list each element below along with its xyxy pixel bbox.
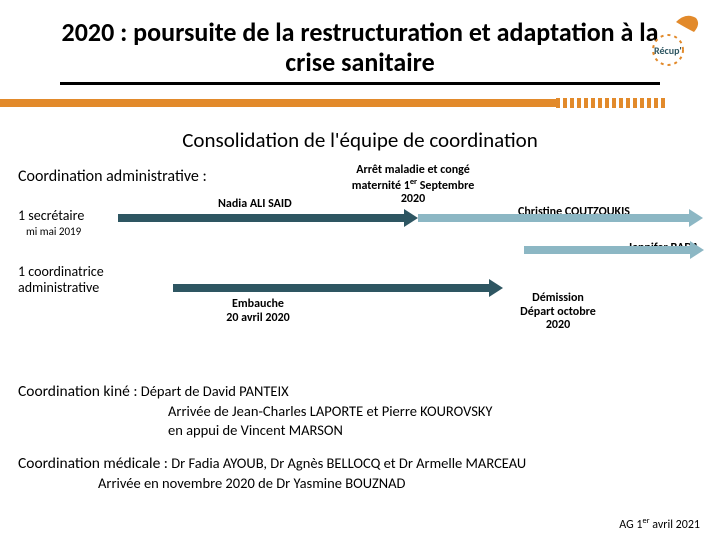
medicale-lead: Coordination médicale : [18, 454, 168, 473]
logo-icon: Récup' [646, 10, 706, 68]
accent-solid [0, 99, 556, 107]
accent-dots [556, 98, 665, 108]
row2-left-label: 1 coordinatrice administrative [18, 264, 148, 296]
svg-text:Récup': Récup' [654, 44, 682, 57]
subtitle: Consolidation de l'équipe de coordinatio… [0, 127, 720, 153]
title-underline [60, 82, 660, 85]
footer-date: AG 1er avril 2021 [619, 516, 700, 532]
row1-event: Arrêt maladie et congé maternité 1er Sep… [348, 164, 478, 207]
arrow-coutzoukis [418, 214, 703, 222]
medicale-line-1: Dr Fadia AYOUB, Dr Agnès BELLOCQ et Dr A… [171, 454, 526, 472]
medicale-line-2: Arrivée en novembre 2020 de Dr Yasmine B… [98, 474, 405, 492]
arrow-secretaire [118, 214, 418, 222]
arrow-bada [524, 246, 704, 254]
row1-left-label: 1 secrétaire [18, 208, 84, 224]
row2-hire: Embauche20 avril 2020 [208, 298, 308, 326]
row1-name: Nadia ALI SAID [218, 198, 292, 212]
kine-section: Coordination kiné : Départ de David PANT… [18, 382, 702, 440]
page-title: 2020 : poursuite de la restructuration e… [60, 18, 660, 78]
timeline: 1 secrétaire mi mai 2019 Nadia ALI SAID … [18, 186, 702, 376]
kine-line-0: Départ de David PANTEIX [141, 382, 289, 400]
content: Coordination administrative : 1 secrétai… [0, 167, 720, 376]
kine-line-1: Arrivée de Jean-Charles LAPORTE et Pierr… [168, 402, 493, 420]
row2-leave: DémissionDépart octobre2020 [498, 292, 618, 333]
arrow-coordinatrice [173, 284, 503, 292]
kine-line-2: en appui de Vincent MARSON [168, 421, 343, 439]
kine-lead: Coordination kiné : [18, 382, 138, 401]
row1-left-sub: mi mai 2019 [26, 226, 81, 239]
header: 2020 : poursuite de la restructuration e… [0, 0, 720, 91]
accent-bar [0, 99, 720, 109]
medicale-section: Coordination médicale : Dr Fadia AYOUB, … [18, 454, 702, 493]
